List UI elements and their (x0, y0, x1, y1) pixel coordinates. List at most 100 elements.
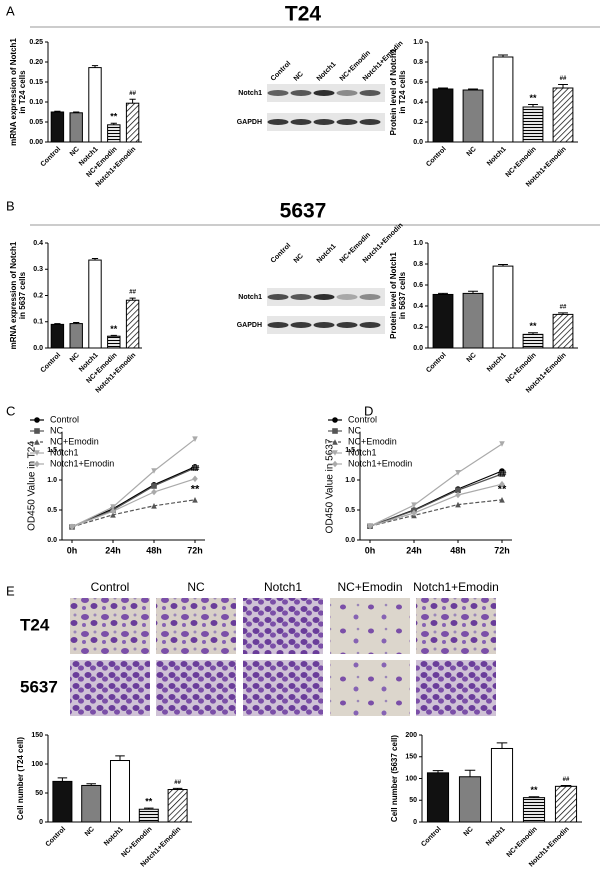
legend-label: Notch1+Emodin (348, 458, 412, 468)
marker (151, 483, 157, 489)
marker (110, 512, 116, 518)
legend-label: Control (50, 414, 79, 424)
x-tick-label: 24h (406, 545, 422, 555)
lane-label: NC (293, 253, 305, 265)
legend-label: Control (348, 414, 377, 424)
bar (522, 797, 546, 823)
y-tick-label: 1.0 (413, 39, 423, 46)
x-tick-label: 0h (365, 545, 376, 555)
blot-band (267, 90, 289, 96)
error-bar (144, 807, 154, 810)
micrograph (243, 660, 323, 716)
y-tick-label: 0.00 (29, 139, 43, 146)
error-bar (57, 777, 68, 782)
bar (462, 89, 484, 143)
x-tick-label: NC (84, 826, 96, 838)
significance: ## (129, 91, 136, 97)
bar (458, 776, 482, 823)
bar (462, 292, 484, 349)
marker (192, 475, 198, 483)
x-tick-label: NC+Emodin (505, 146, 538, 179)
series-line (369, 443, 503, 527)
micrograph-column-label: Notch1+Emodin (413, 580, 499, 594)
marker (110, 504, 116, 510)
marker (367, 522, 373, 530)
y-tick-label: 0.05 (29, 119, 43, 126)
micrograph (416, 598, 496, 654)
series-line (369, 473, 503, 527)
bar (492, 265, 514, 349)
blot-band (290, 119, 312, 125)
x-tick-label: Control (420, 826, 443, 849)
significance: ** (498, 484, 507, 496)
y-tick-label: 0.15 (29, 79, 43, 86)
marker (411, 509, 417, 517)
significance: ## (560, 76, 567, 82)
bar (107, 124, 121, 143)
bar (69, 323, 83, 349)
x-tick-label: 48h (450, 545, 466, 555)
x-tick-label: Control (40, 352, 63, 375)
y-tick-label: 0.0 (345, 537, 355, 544)
y-tick-label: 1.0 (413, 240, 423, 247)
blot-row-label: Notch1 (238, 294, 262, 301)
x-tick-label: 72h (494, 545, 510, 555)
y-tick-label: 1.5 (47, 447, 57, 454)
panel-letter: B (6, 198, 15, 213)
y-tick-label: 0.3 (33, 266, 43, 273)
y-axis-label: OD450 Value in 5637 (325, 438, 336, 533)
y-tick-label: 50 (35, 790, 43, 797)
blot-band (359, 294, 381, 300)
x-tick-label: 48h (146, 545, 162, 555)
x-tick-label: NC (69, 352, 81, 364)
marker (69, 523, 75, 531)
y-tick-label: 0 (413, 819, 417, 826)
x-tick-label: NC (463, 826, 475, 838)
marker (455, 487, 461, 493)
significance: ** (191, 484, 200, 496)
section-title: T24 (285, 3, 322, 26)
y-tick-label: 0.2 (33, 292, 43, 299)
marker (151, 488, 157, 496)
legend-label: NC (348, 425, 361, 435)
blot-band (313, 294, 335, 300)
error-bar (73, 322, 80, 324)
error-bar (115, 755, 125, 761)
blot-band (336, 294, 358, 300)
marker (332, 417, 338, 423)
marker (499, 480, 505, 488)
error-bar (129, 297, 136, 301)
marker (332, 439, 338, 445)
bar (522, 333, 544, 349)
x-tick-label: NC+Emodin (506, 826, 539, 859)
error-bar (91, 65, 99, 68)
y-tick-label: 0.5 (47, 507, 57, 514)
bar (552, 313, 574, 349)
marker (34, 439, 40, 445)
legend-label: NC (50, 425, 63, 435)
significance: ## (191, 464, 200, 473)
error-bar (438, 87, 448, 89)
significance: ## (560, 304, 567, 310)
y-tick-label: 1.5 (345, 447, 355, 454)
marker (455, 491, 461, 499)
bar (50, 111, 65, 143)
lane-label: NC (293, 71, 305, 83)
bar (88, 259, 102, 349)
bar (50, 323, 65, 349)
series-line (369, 470, 503, 527)
error-bar (54, 323, 61, 325)
x-tick-label: Control (425, 146, 448, 169)
blot-band (267, 294, 289, 300)
x-tick-label: Control (425, 352, 448, 375)
x-tick-label: 24h (105, 545, 121, 555)
marker (34, 428, 40, 434)
y-tick-label: 0.0 (33, 345, 43, 352)
marker (332, 428, 338, 434)
significance: ## (498, 469, 507, 478)
marker (34, 450, 40, 456)
blot-band (359, 119, 381, 125)
error-bar (172, 787, 183, 790)
bar (125, 102, 140, 143)
bar (554, 785, 578, 823)
